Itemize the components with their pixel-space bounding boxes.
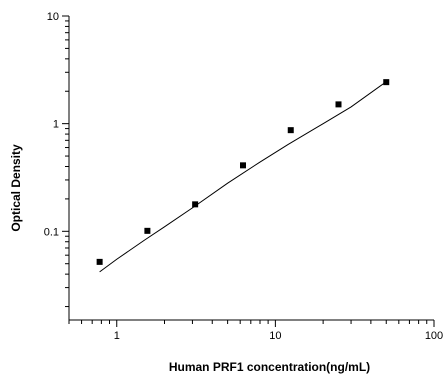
data-point: [144, 227, 151, 234]
y-tick-label: 10: [47, 11, 59, 23]
x-tick-label: 100: [425, 330, 443, 342]
y-axis-title: Optical Density: [9, 144, 23, 232]
y-tick-label: 0.1: [44, 226, 59, 238]
x-tick-label: 1: [114, 330, 120, 342]
y-tick-label: 1: [53, 119, 59, 131]
data-points-layer: [96, 79, 390, 265]
data-point: [383, 79, 390, 86]
fit-curve: [99, 81, 387, 273]
x-tick-label: 10: [269, 330, 281, 342]
data-point: [287, 127, 294, 134]
x-axis-title: Human PRF1 concentration(ng/mL): [169, 360, 370, 374]
data-point: [192, 201, 199, 208]
x-axis: 1 10 100: [68, 319, 443, 342]
y-axis: 0.1 1 10: [44, 11, 70, 320]
fit-curve-layer: [99, 81, 387, 273]
data-point: [96, 258, 103, 265]
data-point: [240, 162, 246, 169]
data-point: [335, 101, 342, 108]
